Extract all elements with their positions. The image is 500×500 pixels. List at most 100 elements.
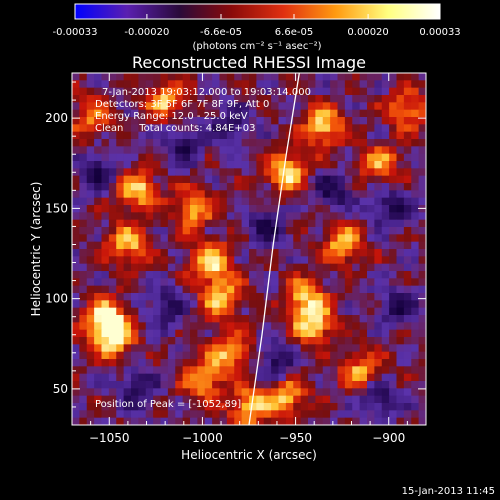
- heatmap-cell: [359, 227, 368, 235]
- heatmap-cell: [396, 175, 405, 184]
- heatmap-cell: [367, 337, 375, 345]
- heatmap-cell: [322, 183, 331, 191]
- heatmap-cell: [396, 161, 405, 169]
- heatmap-cell: [204, 381, 213, 389]
- heatmap-cell: [182, 139, 191, 147]
- heatmap-cell: [116, 256, 125, 265]
- heatmap-cell: [359, 124, 368, 133]
- heatmap-cell: [94, 263, 103, 272]
- heatmap-cell: [182, 131, 191, 140]
- heatmap-cell: [212, 410, 221, 419]
- heatmap-cell: [108, 234, 117, 243]
- heatmap-cell: [271, 395, 280, 404]
- heatmap-cell: [271, 197, 280, 206]
- heatmap-cell: [381, 293, 390, 301]
- heatmap-cell: [381, 263, 390, 272]
- heatmap-cell: [293, 249, 302, 257]
- heatmap-cell: [204, 161, 213, 169]
- heatmap-cell: [226, 146, 235, 155]
- heatmap-cell: [86, 373, 95, 382]
- heatmap-cell: [389, 263, 398, 272]
- heatmap-cell: [359, 256, 368, 265]
- heatmap-cell: [182, 117, 191, 125]
- heatmap-cell: [101, 124, 110, 133]
- colorbar-tick-label: 0.00033: [419, 27, 460, 38]
- heatmap-cell: [418, 73, 426, 81]
- heatmap-cell: [131, 315, 139, 323]
- heatmap-cell: [101, 351, 110, 360]
- heatmap-cell: [108, 102, 117, 111]
- heatmap-cell: [271, 249, 280, 257]
- heatmap-cell: [167, 300, 176, 309]
- heatmap-cell: [175, 315, 184, 323]
- heatmap-cell: [101, 117, 110, 125]
- heatmap-cell: [352, 300, 361, 309]
- heatmap-cell: [219, 263, 228, 272]
- heatmap-cell: [389, 271, 398, 279]
- heatmap-cell: [72, 293, 80, 301]
- heatmap-cell: [219, 234, 228, 243]
- heatmap-cell: [72, 359, 80, 367]
- heatmap-cell: [234, 366, 243, 375]
- heatmap-cell: [167, 87, 176, 96]
- heatmap-cell: [219, 73, 228, 81]
- heatmap-cell: [212, 102, 221, 111]
- heatmap-cell: [381, 183, 390, 191]
- heatmap-cell: [234, 183, 243, 191]
- heatmap-cell: [403, 117, 412, 125]
- heatmap-cell: [182, 315, 191, 323]
- heatmap-cell: [182, 381, 191, 389]
- heatmap-cell: [190, 241, 198, 250]
- heatmap-cell: [226, 381, 235, 389]
- heatmap-cell: [381, 95, 390, 103]
- y-tick-label: 50: [53, 382, 68, 396]
- heatmap-cell: [219, 395, 228, 404]
- heatmap-cell: [411, 117, 420, 125]
- heatmap-cell: [396, 359, 405, 367]
- heatmap-cell: [145, 131, 154, 140]
- heatmap-cell: [219, 307, 228, 316]
- heatmap-cell: [86, 175, 95, 184]
- heatmap-cell: [234, 381, 243, 389]
- heatmap-cell: [72, 153, 80, 162]
- heatmap-cell: [153, 366, 162, 375]
- heatmap-cell: [190, 395, 198, 404]
- heatmap-cell: [322, 219, 331, 228]
- heatmap-cell: [374, 124, 383, 133]
- heatmap-cell: [79, 359, 88, 367]
- heatmap-cell: [101, 403, 110, 411]
- heatmap-cell: [226, 80, 235, 89]
- heatmap-cell: [167, 271, 176, 279]
- heatmap-cell: [249, 256, 257, 265]
- heatmap-cell: [226, 241, 235, 250]
- heatmap-cell: [367, 146, 375, 155]
- heatmap-cell: [263, 227, 272, 235]
- heatmap-cell: [308, 190, 316, 199]
- heatmap-cell: [108, 205, 117, 213]
- heatmap-cell: [160, 153, 169, 162]
- heatmap-cell: [138, 293, 147, 301]
- heatmap-cell: [271, 109, 280, 118]
- heatmap-cell: [79, 307, 88, 316]
- heatmap-cell: [300, 161, 309, 169]
- heatmap-cell: [337, 161, 346, 169]
- heatmap-cell: [256, 263, 265, 272]
- heatmap-cell: [197, 124, 206, 133]
- heatmap-cell: [131, 124, 139, 133]
- heatmap-cell: [367, 388, 375, 397]
- heatmap-cell: [160, 73, 169, 81]
- heatmap-cell: [337, 359, 346, 367]
- heatmap-cell: [219, 197, 228, 206]
- heatmap-cell: [101, 285, 110, 294]
- heatmap-cell: [367, 73, 375, 81]
- heatmap-cell: [131, 388, 139, 397]
- heatmap-cell: [190, 95, 198, 103]
- heatmap-cell: [86, 205, 95, 213]
- heatmap-cell: [278, 168, 287, 177]
- heatmap-cell: [175, 205, 184, 213]
- heatmap-cell: [256, 234, 265, 243]
- heatmap-cell: [256, 388, 265, 397]
- heatmap-cell: [190, 300, 198, 309]
- heatmap-cell: [359, 183, 368, 191]
- heatmap-cell: [138, 307, 147, 316]
